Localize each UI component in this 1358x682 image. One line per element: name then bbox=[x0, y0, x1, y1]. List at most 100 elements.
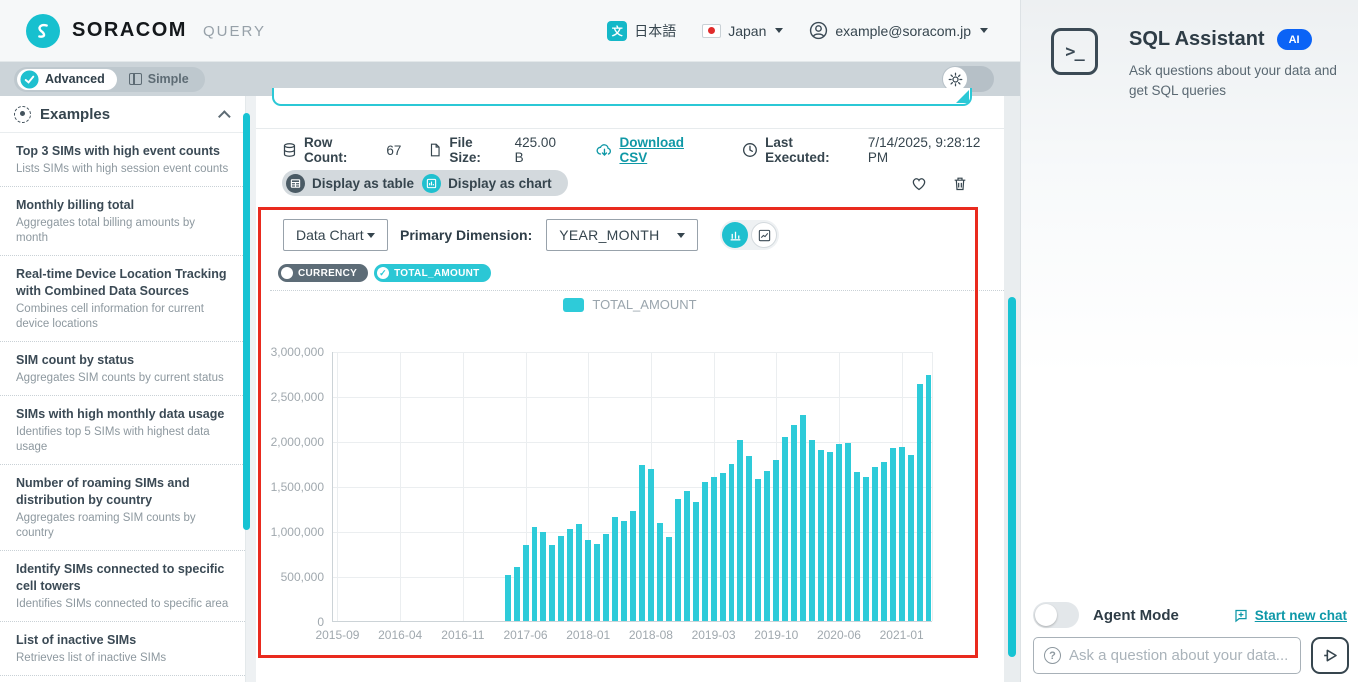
sql-assistant-panel: >_ SQL Assistant AI Ask questions about … bbox=[1020, 0, 1358, 682]
bar-chart-plot: 0 500,000 1,000,000 1,500,000 2,000,000 2,500… bbox=[271, 345, 933, 642]
delete-button[interactable] bbox=[952, 175, 968, 192]
user-icon bbox=[810, 21, 828, 40]
agent-mode-toggle[interactable] bbox=[1033, 602, 1079, 628]
example-item-desc: Aggregates roaming SIM counts by country bbox=[16, 512, 196, 539]
legend-label: TOTAL_AMOUNT bbox=[592, 297, 697, 312]
series-pill-currency[interactable]: CURRENCY bbox=[278, 264, 369, 282]
examples-header[interactable]: Examples bbox=[0, 96, 245, 133]
account-menu[interactable]: example@soracom.jp bbox=[809, 21, 988, 40]
y-axis-tick: 500,000 bbox=[280, 570, 324, 584]
chevron-down-icon bbox=[367, 232, 375, 238]
gridline bbox=[333, 487, 932, 488]
last-executed-label: Last Executed: bbox=[765, 135, 830, 165]
x-axis-tick: 2019-10 bbox=[754, 628, 799, 642]
series-pill-total_amount[interactable]: ✓ TOTAL_AMOUNT bbox=[374, 264, 491, 282]
question-input[interactable] bbox=[1069, 647, 1290, 664]
assistant-input-row: ? bbox=[1033, 637, 1349, 674]
bar-chart-toggle[interactable] bbox=[722, 222, 749, 248]
translate-icon: 文 bbox=[607, 20, 628, 41]
country-selector[interactable]: Japan bbox=[702, 23, 784, 39]
legend-swatch bbox=[563, 297, 585, 312]
chart-style-toggle bbox=[720, 220, 780, 250]
x-axis-tick: 2019-03 bbox=[691, 628, 736, 642]
sun-icon bbox=[948, 72, 962, 86]
y-axis-tick: 1,500,000 bbox=[270, 480, 324, 494]
download-csv-link[interactable]: Download CSV bbox=[619, 135, 684, 165]
example-item[interactable]: SIM count by status Aggregates SIM counts… bbox=[0, 342, 245, 396]
example-item[interactable]: Top 3 SIMs with high event counts Lists S… bbox=[0, 133, 245, 187]
bar bbox=[889, 447, 896, 621]
example-item[interactable]: Monthly billing total Aggregates total bi… bbox=[0, 187, 245, 256]
check-circle-icon: ✓ bbox=[377, 267, 390, 279]
chart-legend[interactable]: TOTAL_AMOUNT bbox=[256, 297, 1004, 312]
mode-advanced[interactable]: Advanced bbox=[17, 68, 117, 90]
terminal-glyph: >_ bbox=[1065, 41, 1085, 62]
example-item[interactable]: Identify SIMs connected to specific cell… bbox=[0, 551, 245, 622]
example-item[interactable]: Data transmission pattern analysisAnalyz… bbox=[0, 676, 245, 682]
bar bbox=[567, 528, 574, 621]
database-icon bbox=[283, 143, 296, 157]
question-input-box[interactable]: ? bbox=[1033, 637, 1301, 674]
app-name: QUERY bbox=[202, 23, 267, 40]
x-axis-tick: 2021-01 bbox=[879, 628, 924, 642]
check-circle-icon bbox=[20, 69, 39, 89]
example-item-desc: Aggregates SIM counts by current status bbox=[16, 372, 224, 384]
example-item[interactable]: Real-time Device Location Tracking with … bbox=[0, 256, 245, 342]
clock-icon bbox=[743, 143, 758, 157]
language-switcher[interactable]: 文 日本語 bbox=[607, 20, 676, 41]
bar bbox=[800, 414, 807, 621]
bar bbox=[603, 533, 610, 621]
terminal-icon: >_ bbox=[1051, 28, 1098, 75]
file-size-value: 425.00 B bbox=[514, 135, 556, 165]
gridline bbox=[525, 352, 527, 621]
bar bbox=[513, 567, 520, 621]
gridline bbox=[462, 352, 464, 621]
theme-toggle[interactable] bbox=[942, 66, 994, 92]
bar bbox=[692, 502, 699, 621]
favorite-button[interactable] bbox=[910, 175, 928, 192]
example-item-title: Real-time Device Location Tracking with … bbox=[16, 267, 227, 298]
chart-type-value: Data Chart bbox=[296, 227, 364, 243]
bar bbox=[638, 464, 645, 621]
bar bbox=[853, 471, 860, 621]
gridline bbox=[333, 442, 932, 443]
example-item-desc: Lists SIMs with high session event count… bbox=[16, 163, 229, 175]
start-new-chat-link[interactable]: Start new chat bbox=[1233, 608, 1347, 623]
gridline bbox=[333, 397, 932, 398]
example-item-title: SIMs with high monthly data usage bbox=[16, 407, 225, 421]
chart-type-select[interactable]: Data Chart bbox=[283, 219, 388, 251]
display-as-table-label: Display as table bbox=[312, 175, 415, 191]
gridline bbox=[932, 352, 933, 621]
primary-dimension-label: Primary Dimension: bbox=[400, 227, 533, 243]
primary-dimension-select[interactable]: YEAR_MONTH bbox=[546, 219, 699, 251]
bar bbox=[827, 451, 833, 621]
bar bbox=[621, 520, 628, 621]
mode-simple[interactable]: Simple bbox=[117, 72, 201, 86]
send-button[interactable] bbox=[1311, 637, 1349, 674]
example-item-desc: Identifies SIMs connected to specific ar… bbox=[16, 598, 229, 610]
y-axis-tick: 2,000,000 bbox=[270, 435, 324, 449]
bar bbox=[925, 374, 932, 621]
display-as-table-tab[interactable]: Display as table bbox=[286, 173, 415, 193]
gridline bbox=[337, 352, 339, 621]
display-as-chart-tab[interactable]: Display as chart bbox=[422, 173, 552, 193]
main-scrollbar-thumb[interactable] bbox=[1008, 297, 1016, 657]
sql-editor-bottom[interactable] bbox=[272, 88, 972, 106]
chevron-down-icon bbox=[980, 28, 988, 33]
soracom-logo-icon[interactable] bbox=[26, 13, 60, 48]
resize-grip-icon[interactable] bbox=[956, 90, 969, 103]
collapse-chevron-icon[interactable] bbox=[218, 109, 231, 123]
example-item-title: SIM count by status bbox=[16, 353, 135, 367]
download-csv[interactable]: Download CSV bbox=[596, 135, 716, 165]
agent-mode-knob bbox=[1035, 604, 1057, 626]
sidebar-scrollbar-thumb[interactable] bbox=[243, 113, 250, 530]
display-mode-switcher: Display as table Display as chart bbox=[282, 170, 568, 196]
line-chart-toggle[interactable] bbox=[751, 222, 778, 248]
bar bbox=[540, 531, 547, 621]
bar bbox=[844, 443, 851, 621]
example-item[interactable]: Number of roaming SIMs and distribution … bbox=[0, 465, 245, 551]
example-item[interactable]: List of inactive SIMs Retrieves list of i… bbox=[0, 622, 245, 676]
example-item[interactable]: SIMs with high monthly data usage Identif… bbox=[0, 396, 245, 465]
row-count-label: Row Count: bbox=[303, 135, 348, 165]
example-item-desc: Aggregates total billing amounts by mont… bbox=[16, 217, 195, 244]
